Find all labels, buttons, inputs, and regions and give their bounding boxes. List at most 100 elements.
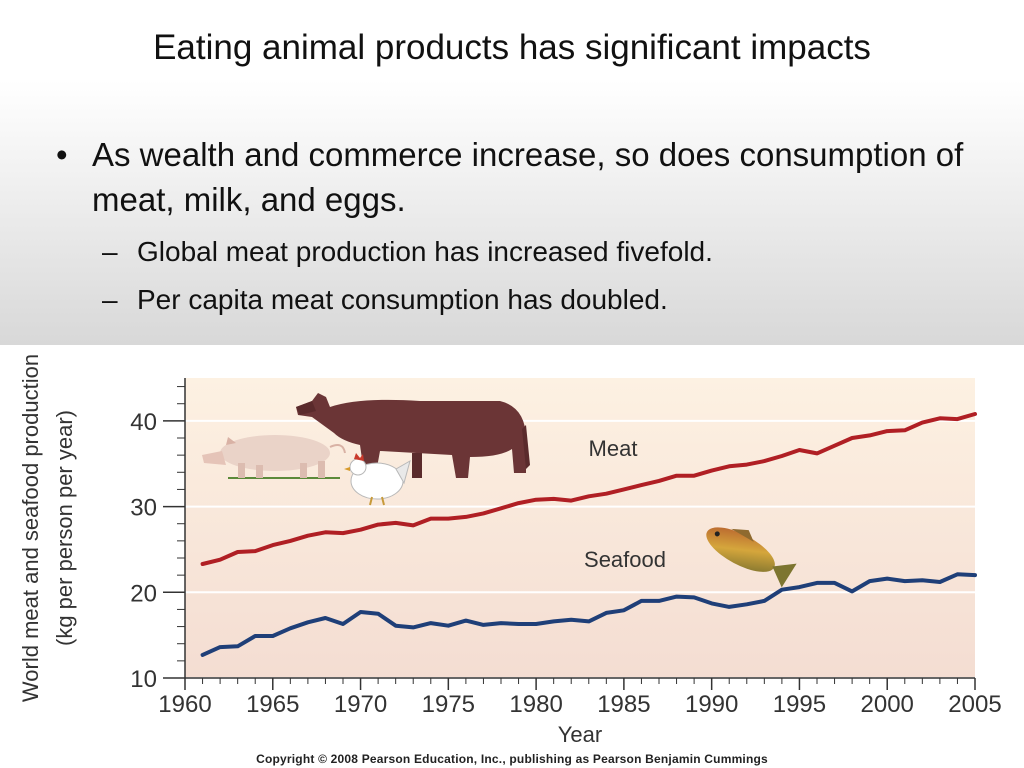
meat-data-point [850, 436, 854, 440]
meat-data-point [710, 469, 713, 472]
meat-data-point [657, 479, 661, 483]
x-tick-label: 1980 [509, 691, 562, 718]
y-axis-label-line2: (kg per person per year) [52, 410, 77, 646]
x-tick-label: 1975 [422, 691, 475, 718]
y-tick-label: 40 [130, 409, 157, 436]
meat-data-point [254, 549, 257, 553]
meat-data-point [903, 429, 906, 432]
y-axis-label-line1: World meat and seafood production [18, 354, 43, 702]
meat-data-point [464, 515, 468, 519]
seafood-data-point [921, 579, 924, 582]
seafood-data-point [728, 605, 731, 609]
meat-series-label: Meat [589, 436, 638, 461]
y-axis-title: World meat and seafood production (kg pe… [18, 354, 77, 702]
meat-data-point [359, 528, 362, 531]
meat-data-point [587, 495, 590, 498]
meat-data-point [605, 492, 608, 495]
meat-data-point [236, 550, 239, 554]
seafood-data-point [324, 616, 327, 620]
meat-data-point [394, 521, 397, 525]
bullet-list: • As wealth and commerce increase, so do… [52, 132, 992, 324]
seafood-data-point [289, 627, 292, 630]
seafood-data-point [218, 645, 222, 649]
slide-title: Eating animal products has significant i… [153, 28, 871, 67]
series-labels: Meat Seafood [584, 436, 666, 572]
seafood-data-point [710, 602, 713, 605]
fish-picture [706, 527, 797, 588]
sub-bullet-2: – Per capita meat consumption has double… [52, 276, 992, 324]
meat-data-point [218, 558, 222, 561]
sub-bullet-text: Per capita meat consumption has doubled. [137, 284, 668, 315]
seafood-data-point [359, 610, 362, 614]
seafood-data-point [886, 577, 889, 580]
meat-data-point [552, 497, 555, 501]
copyright-text: Copyright © 2008 Pearson Education, Inc.… [256, 752, 768, 766]
seafood-data-point [517, 622, 520, 626]
seafood-data-point [587, 620, 590, 623]
seafood-data-point [394, 624, 397, 627]
x-tick-label: 2000 [861, 691, 914, 718]
seafood-data-point [973, 573, 977, 577]
meat-data-point [815, 452, 819, 455]
meat-data-point [956, 417, 959, 421]
seafood-data-point [622, 609, 626, 612]
meat-data-point [324, 531, 327, 534]
seafood-data-point [692, 596, 696, 599]
meat-data-point [745, 463, 748, 466]
figure-panel: World meat and seafood production (kg pe… [0, 345, 1024, 768]
meat-data-point [517, 501, 520, 505]
main-bullet: • As wealth and commerce increase, so do… [52, 132, 992, 222]
meat-data-point [429, 517, 432, 520]
seafood-data-point [271, 634, 274, 638]
seafood-data-point [412, 626, 415, 629]
meat-data-point [675, 474, 678, 477]
seafood-data-point [938, 580, 942, 584]
seafood-data-point [236, 645, 239, 648]
meat-data-point [938, 417, 942, 420]
meat-data-point [376, 523, 380, 526]
meat-data-point [534, 498, 538, 501]
x-tick-label: 2005 [948, 691, 1001, 718]
cow-picture [296, 393, 530, 478]
seafood-data-point [605, 611, 608, 615]
x-axis-title: Year [558, 722, 602, 747]
sub-bullet-marker: – [102, 236, 118, 267]
seafood-data-point [850, 590, 854, 593]
main-bullet-text: As wealth and commerce increase, so does… [92, 136, 964, 218]
meat-data-point [921, 421, 924, 424]
x-tick-label: 1965 [246, 691, 299, 718]
x-tick-label: 1995 [773, 691, 826, 718]
meat-data-point [482, 512, 485, 515]
meat-data-point [973, 412, 977, 416]
meat-data-point [868, 434, 871, 437]
seafood-data-point [306, 621, 310, 624]
seafood-data-point [570, 618, 573, 621]
series-lines [200, 412, 977, 657]
seafood-data-point [482, 623, 485, 627]
meat-data-point [289, 539, 292, 543]
meat-data-point [640, 483, 643, 487]
x-tick-label: 1960 [158, 691, 211, 718]
x-tick-label: 1990 [685, 691, 738, 718]
x-tick-label: 1970 [334, 691, 387, 718]
seafood-data-point [798, 585, 801, 589]
seafood-data-point [780, 588, 784, 591]
seafood-data-point [201, 653, 204, 657]
meat-data-point [412, 524, 415, 527]
chicken-picture [344, 453, 411, 506]
seafood-data-point [640, 599, 643, 603]
pig-picture [202, 435, 346, 479]
seafood-data-point [464, 619, 468, 622]
meat-data-point [341, 531, 345, 535]
meat-data-point [570, 499, 573, 502]
x-tick-label: 1985 [597, 691, 650, 718]
seafood-data-point [447, 624, 450, 627]
axes [163, 378, 976, 690]
meat-data-point [447, 517, 450, 520]
meat-data-point [306, 534, 310, 537]
meat-data-point [201, 562, 204, 566]
line-chart: World meat and seafood production (kg pe… [18, 354, 1002, 747]
seafood-data-point [376, 612, 380, 615]
sub-bullet-text: Global meat production has increased fiv… [137, 236, 713, 267]
seafood-data-point [833, 581, 836, 585]
